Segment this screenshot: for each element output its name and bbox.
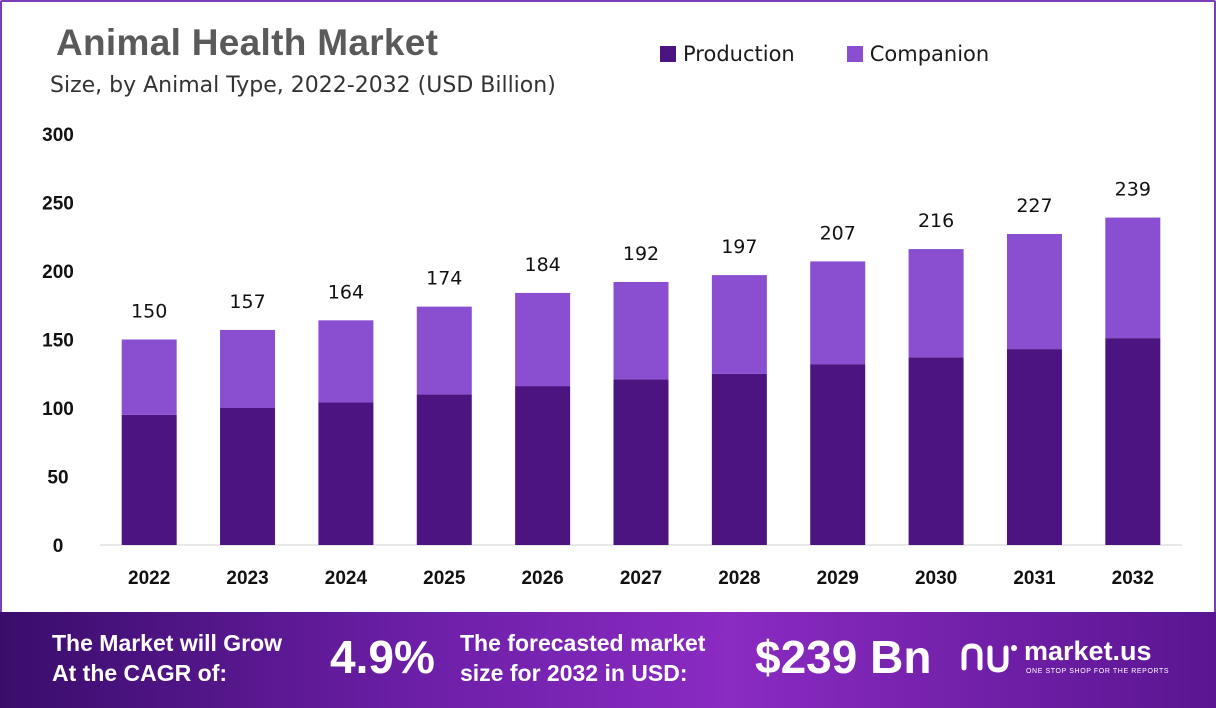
bar-companion xyxy=(318,320,374,403)
bar-companion xyxy=(711,275,767,374)
bar-production xyxy=(810,364,866,545)
y-tick-label: 150 xyxy=(42,331,74,352)
market-us-logo-icon xyxy=(961,643,1017,673)
bar-total-label: 207 xyxy=(820,222,856,244)
x-tick-label: 2024 xyxy=(325,568,368,589)
y-tick-label: 100 xyxy=(42,399,74,420)
cagr-caption: The Market will Grow At the CAGR of: xyxy=(52,628,282,688)
y-tick-label: 0 xyxy=(53,536,64,557)
y-tick-label: 250 xyxy=(42,194,74,215)
x-tick-label: 2027 xyxy=(620,568,662,589)
bar-companion xyxy=(613,281,669,380)
bar-companion xyxy=(908,249,964,358)
bar-companion xyxy=(810,261,866,365)
brand-name: market.us xyxy=(1024,636,1152,666)
bar-production xyxy=(416,394,472,545)
chart-legend: Production Companion xyxy=(660,42,1041,66)
bar-total-label: 227 xyxy=(1016,195,1052,217)
x-tick-label: 2029 xyxy=(817,568,859,589)
x-tick-label: 2022 xyxy=(128,568,170,589)
cagr-caption-line1: The Market will Grow xyxy=(52,630,283,656)
bar-chart: 0 50 100 150 200 250 300 150 2022 157 2023 164 2024 1… xyxy=(42,125,1182,589)
y-tick-label: 200 xyxy=(42,262,74,283)
bar-total-label: 216 xyxy=(918,210,954,232)
x-tick-label: 2025 xyxy=(423,568,466,589)
legend-swatch-production xyxy=(660,46,676,62)
bar-companion xyxy=(220,329,276,408)
forecast-value: $239 Bn xyxy=(755,631,932,683)
bar-companion xyxy=(121,339,177,415)
bar-companion xyxy=(416,306,472,395)
y-tick-label: 300 xyxy=(42,125,74,146)
bar-total-label: 157 xyxy=(229,291,265,313)
legend-swatch-companion xyxy=(846,46,863,62)
bar-production xyxy=(121,414,177,545)
bar-total-label: 192 xyxy=(623,243,659,265)
bar-production xyxy=(613,379,669,545)
bar-total-label: 239 xyxy=(1115,179,1151,201)
forecast-caption: The forecasted market size for 2032 in U… xyxy=(460,628,705,688)
bar-companion xyxy=(1006,234,1062,350)
legend-item-companion: Companion xyxy=(846,42,990,66)
forecast-caption-line2: size for 2032 in USD: xyxy=(460,660,688,686)
bar-total-label: 184 xyxy=(525,254,561,276)
bar-production xyxy=(515,386,571,545)
bar-total-label: 150 xyxy=(131,301,167,323)
bar-companion xyxy=(515,292,571,387)
bar-companion xyxy=(1105,217,1161,339)
legend-label-companion: Companion xyxy=(869,42,990,66)
chart-subtitle: Size, by Animal Type, 2022-2032 (USD Bil… xyxy=(50,73,556,98)
x-tick-label: 2031 xyxy=(1013,568,1056,589)
x-tick-label: 2028 xyxy=(718,568,760,589)
legend-item-production: Production xyxy=(660,42,795,66)
chart-title: Animal Health Market xyxy=(56,22,439,63)
y-tick-label: 50 xyxy=(47,468,68,489)
bar-production xyxy=(318,402,374,545)
legend-label-production: Production xyxy=(683,42,795,66)
bar-production xyxy=(908,357,964,545)
bar-production xyxy=(1006,349,1062,545)
summary-banner: The Market will Grow At the CAGR of: 4.9… xyxy=(0,612,1216,708)
brand-tagline: ONE STOP SHOP FOR THE REPORTS xyxy=(1026,668,1170,675)
x-tick-label: 2030 xyxy=(915,568,957,589)
forecast-caption-line1: The forecasted market xyxy=(460,630,706,656)
bar-production xyxy=(1105,338,1161,545)
bar-total-label: 174 xyxy=(426,268,462,290)
x-tick-label: 2032 xyxy=(1112,568,1154,589)
bar-production xyxy=(711,373,767,545)
cagr-caption-line2: At the CAGR of: xyxy=(52,660,228,686)
cagr-value: 4.9% xyxy=(330,631,435,683)
x-tick-label: 2026 xyxy=(521,568,563,589)
bar-production xyxy=(220,408,276,545)
bar-total-label: 197 xyxy=(721,236,757,258)
x-tick-label: 2023 xyxy=(226,568,268,589)
bar-total-label: 164 xyxy=(328,281,364,303)
